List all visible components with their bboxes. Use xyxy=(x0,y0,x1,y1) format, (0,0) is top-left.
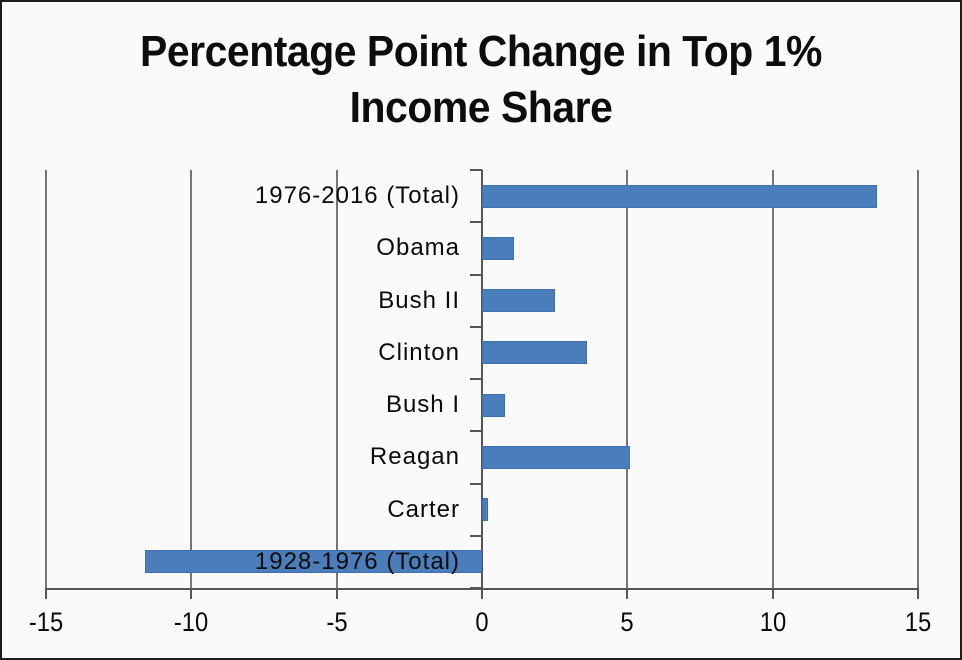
zero-axis-line xyxy=(481,170,483,588)
x-axis-tick xyxy=(771,588,774,599)
category-label: 1976-2016 (Total) xyxy=(254,182,460,210)
x-tick-label: -15 xyxy=(28,607,64,637)
category-axis-tick xyxy=(470,325,482,328)
bar xyxy=(482,184,878,208)
chart-title-line-2: Income Share xyxy=(349,83,613,132)
bar xyxy=(482,393,506,417)
category-label: Bush II xyxy=(378,286,460,314)
x-tick-label: 15 xyxy=(904,607,932,637)
category-axis-tick xyxy=(470,534,482,537)
gridline xyxy=(771,170,774,588)
category-label: Carter xyxy=(387,495,460,523)
category-axis-tick xyxy=(470,273,482,276)
category-axis-tick xyxy=(470,587,482,589)
category-axis-tick xyxy=(470,221,482,224)
category-label: Bush I xyxy=(385,391,460,419)
chart-title: Percentage Point Change in Top 1% Income… xyxy=(34,24,929,136)
bar xyxy=(144,550,482,574)
category-label: Obama xyxy=(376,234,460,262)
x-tick-label: 0 xyxy=(475,607,489,637)
x-tick-label: 5 xyxy=(620,607,634,637)
bar xyxy=(482,341,587,365)
category-label: Reagan xyxy=(369,443,460,471)
gridline xyxy=(917,170,919,588)
category-axis-tick xyxy=(470,378,482,380)
x-axis-tick xyxy=(45,588,47,599)
x-axis-tick xyxy=(335,588,338,599)
x-axis-line xyxy=(45,588,919,590)
bar xyxy=(482,445,631,469)
gridline xyxy=(45,170,47,588)
x-tick-label: -5 xyxy=(326,607,348,637)
category-axis-tick xyxy=(470,169,482,171)
category-axis-tick xyxy=(470,430,482,433)
category-label: 1928-1976 (Total) xyxy=(254,547,460,575)
gridline xyxy=(190,170,193,588)
chart-title-line-1: Percentage Point Change in Top 1% xyxy=(140,27,822,76)
category-axis-tick xyxy=(470,482,482,485)
x-axis-tick xyxy=(190,588,193,599)
gridline xyxy=(626,170,629,588)
bar xyxy=(482,236,514,260)
x-tick-label: 10 xyxy=(759,607,786,637)
x-axis-tick xyxy=(626,588,629,599)
category-label: Clinton xyxy=(378,338,460,366)
x-axis-tick xyxy=(481,588,483,599)
bar xyxy=(482,289,555,313)
bar xyxy=(482,498,488,522)
gridline xyxy=(335,170,338,588)
x-tick-label: -10 xyxy=(174,607,209,637)
x-axis-tick xyxy=(917,588,919,599)
